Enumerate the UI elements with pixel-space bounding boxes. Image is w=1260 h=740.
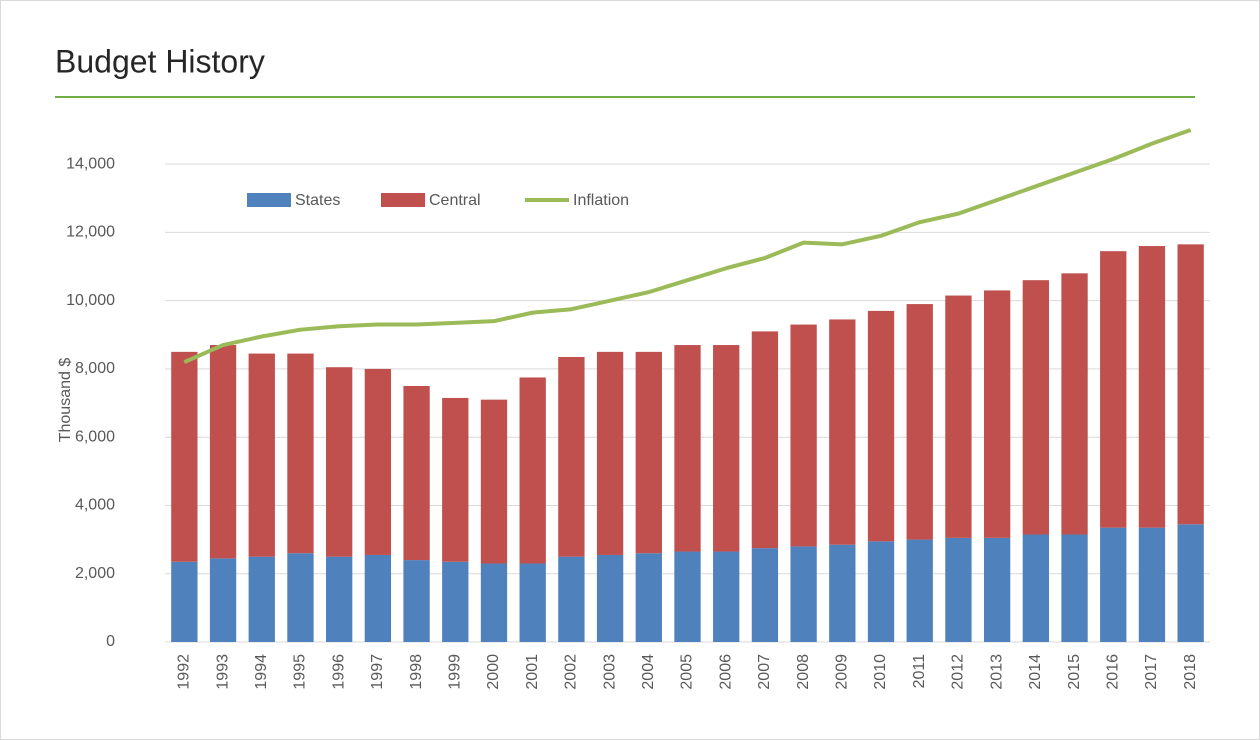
bar xyxy=(1177,244,1204,525)
bar xyxy=(248,556,275,642)
bar xyxy=(713,345,740,552)
bar xyxy=(906,539,933,642)
x-tick-label: 2017 xyxy=(1143,654,1160,690)
x-tick-label: 2004 xyxy=(640,654,657,690)
y-tick-label: 6,000 xyxy=(75,428,115,445)
bar xyxy=(751,331,779,549)
bar xyxy=(1138,527,1166,642)
bar xyxy=(867,310,895,542)
bar xyxy=(171,561,198,642)
bar xyxy=(519,563,546,642)
x-tick-label: 2000 xyxy=(485,654,502,690)
bar xyxy=(209,345,237,559)
bar xyxy=(790,324,817,547)
x-tick-label: 1994 xyxy=(253,654,270,690)
bar xyxy=(674,551,701,642)
bar xyxy=(326,367,353,557)
bar xyxy=(287,553,314,642)
bar xyxy=(403,386,430,561)
bar xyxy=(480,399,508,564)
x-tick-label: 2010 xyxy=(872,654,889,690)
bar xyxy=(1138,246,1166,528)
x-tick-label: 1995 xyxy=(292,654,309,690)
x-tick-label: 1996 xyxy=(330,654,347,690)
bar xyxy=(1061,534,1088,642)
x-tick-label: 2003 xyxy=(601,654,618,690)
bar xyxy=(1177,524,1204,642)
bar xyxy=(326,556,353,642)
legend-swatch xyxy=(381,193,425,207)
bar xyxy=(945,537,972,642)
bar xyxy=(558,356,585,557)
y-axis-label: Thousand $ xyxy=(57,358,74,443)
bar xyxy=(635,351,662,554)
bar xyxy=(674,345,701,552)
bar xyxy=(1022,280,1049,535)
bar xyxy=(983,537,1011,642)
bar xyxy=(558,556,585,642)
bar xyxy=(596,351,624,555)
line xyxy=(183,128,1192,364)
bar xyxy=(751,548,779,642)
bar xyxy=(790,546,817,642)
y-tick-label: 14,000 xyxy=(66,155,115,172)
x-tick-label: 2012 xyxy=(950,654,967,690)
x-tick-label: 2016 xyxy=(1104,654,1121,690)
bar xyxy=(442,561,469,642)
bar xyxy=(596,554,624,642)
y-tick-label: 2,000 xyxy=(75,565,115,582)
x-tick-label: 1998 xyxy=(408,654,425,690)
bar xyxy=(480,563,508,642)
y-tick-label: 4,000 xyxy=(75,497,115,514)
x-tick-label: 2014 xyxy=(1027,654,1044,690)
bar xyxy=(1022,534,1049,642)
y-tick-label: 0 xyxy=(106,633,115,650)
legend-label: States xyxy=(295,192,340,209)
x-tick-label: 2008 xyxy=(795,654,812,690)
bar xyxy=(1100,527,1127,642)
x-tick-label: 2015 xyxy=(1066,654,1083,690)
bar xyxy=(829,319,856,545)
bar xyxy=(248,353,275,557)
x-tick-label: 2018 xyxy=(1182,654,1199,690)
x-tick-label: 2009 xyxy=(834,654,851,690)
x-tick-label: 1992 xyxy=(176,654,193,690)
bar xyxy=(713,551,740,642)
bar xyxy=(1100,251,1127,528)
x-tick-label: 2002 xyxy=(563,654,580,690)
bar xyxy=(171,351,198,562)
bar xyxy=(983,290,1011,538)
y-tick-label: 12,000 xyxy=(66,224,115,241)
x-tick-label: 2001 xyxy=(524,654,541,690)
chart-title: Budget History xyxy=(55,43,265,79)
x-tick-label: 2005 xyxy=(679,654,696,690)
bar xyxy=(1061,273,1088,535)
bar xyxy=(287,353,314,554)
legend-label: Inflation xyxy=(573,192,629,209)
bar xyxy=(945,295,972,538)
bar xyxy=(519,377,546,564)
bar xyxy=(403,560,430,642)
y-tick-label: 8,000 xyxy=(75,360,115,377)
bar xyxy=(209,558,237,642)
x-tick-label: 1993 xyxy=(214,654,231,690)
x-tick-label: 2007 xyxy=(756,654,773,690)
x-tick-label: 1997 xyxy=(369,654,386,690)
x-tick-label: 1999 xyxy=(446,654,463,690)
legend-swatch xyxy=(247,193,291,207)
y-tick-label: 10,000 xyxy=(66,292,115,309)
bar xyxy=(364,368,392,555)
bar xyxy=(635,553,662,642)
bar xyxy=(829,544,856,642)
x-tick-label: 2006 xyxy=(717,654,734,690)
bar xyxy=(364,554,392,642)
bar xyxy=(442,397,469,562)
bar xyxy=(867,541,895,642)
legend-label: Central xyxy=(429,192,481,209)
x-tick-label: 2013 xyxy=(988,654,1005,690)
x-tick-label: 2011 xyxy=(911,654,928,689)
bar xyxy=(906,304,933,540)
